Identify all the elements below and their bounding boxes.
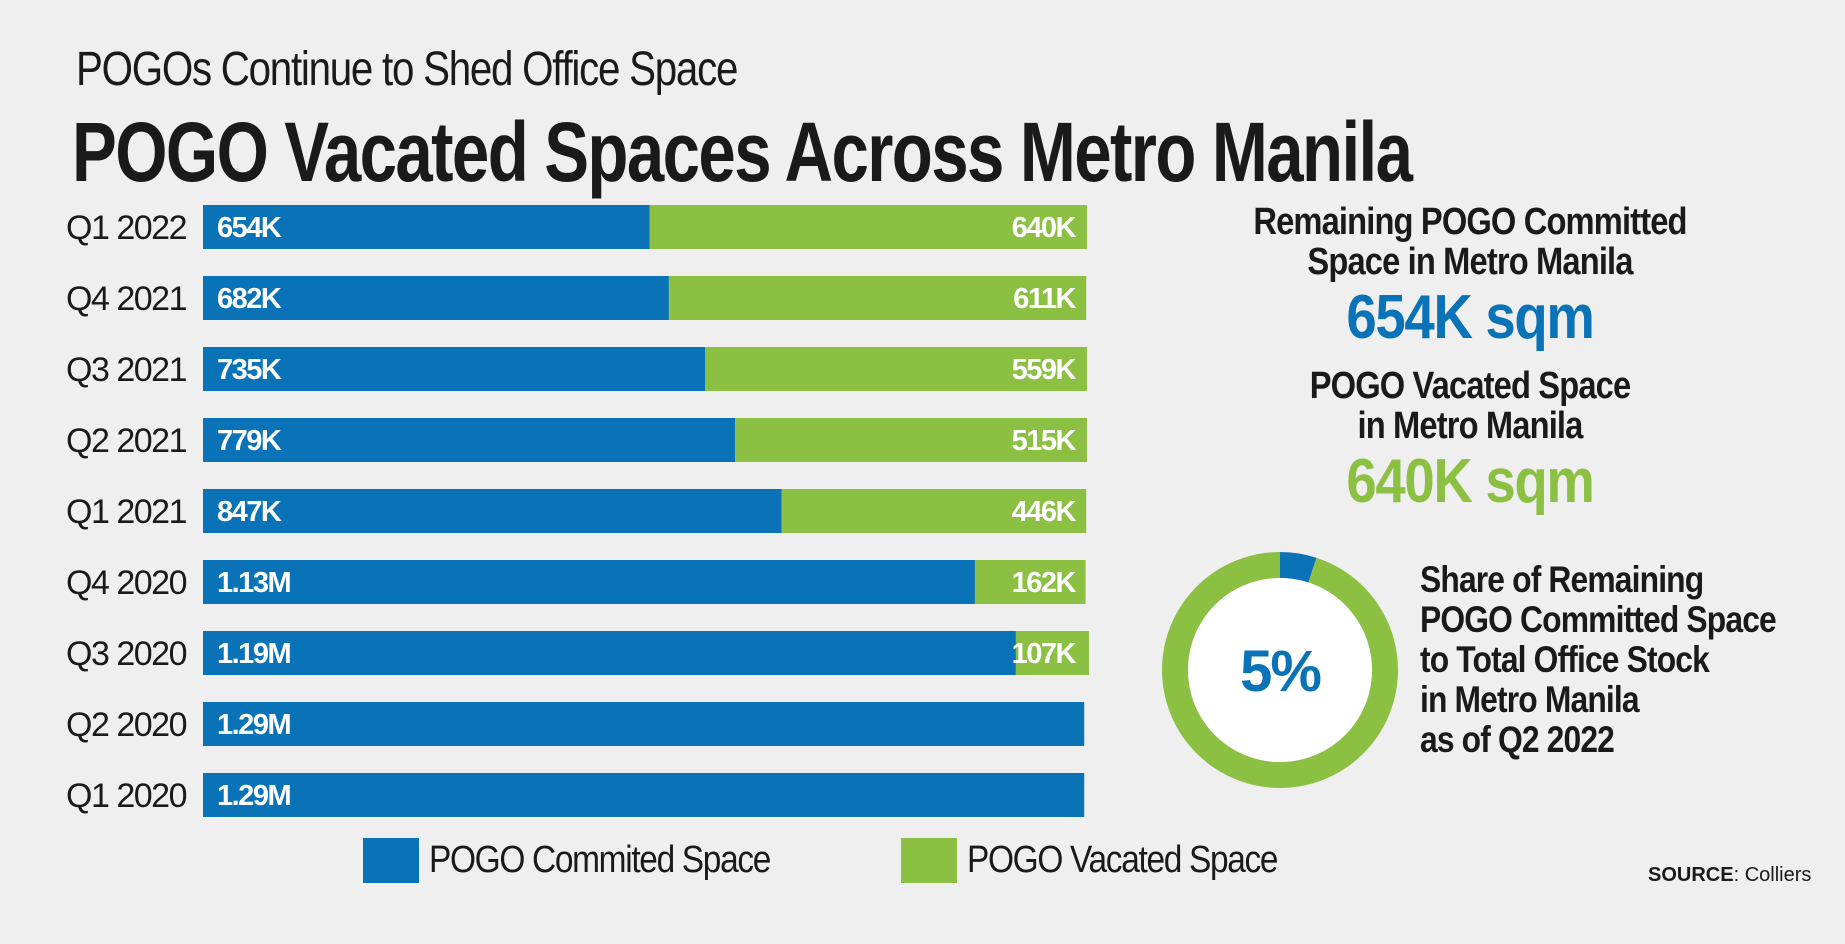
bar-committed: [203, 560, 975, 604]
bar-committed: [203, 347, 706, 391]
share-line-3: to Total Office Stock: [1420, 639, 1710, 680]
bar-committed: [203, 205, 650, 249]
category-label: Q4 2020: [66, 564, 187, 602]
bar-committed: [203, 418, 736, 462]
category-label: Q1 2021: [66, 493, 187, 531]
bar-committed: [203, 276, 669, 320]
stacked-bar-chart: Q1 2022 654K 640K Q4 2021 682K 611K Q3 2021 735…: [66, 205, 1089, 817]
category-label: Q2 2020: [66, 706, 187, 744]
legend-item-committed: POGO Commited Space: [363, 838, 817, 883]
share-line-4: in Metro Manila: [1420, 679, 1640, 720]
share-description: Share of Remaining POGO Committed Space …: [1420, 560, 1840, 760]
donut-hole: [1188, 578, 1372, 762]
value-label-committed: 1.13M: [217, 567, 290, 599]
remaining-heading-line2: Space in Metro Manila: [1307, 241, 1633, 283]
value-label-committed: 1.29M: [217, 780, 290, 812]
chart-subtitle: POGOs Continue to Shed Office Space: [76, 43, 738, 96]
category-label: Q1 2020: [66, 777, 187, 815]
legend-swatch-vacated: [901, 838, 957, 883]
value-label-committed: 682K: [217, 283, 282, 315]
bar-vacated: [974, 560, 1086, 604]
vacated-heading-line2: in Metro Manila: [1357, 405, 1584, 447]
donut-center-label: 5%: [1240, 639, 1321, 704]
vacated-stat: POGO Vacated Space in Metro Manila 640K …: [1170, 366, 1770, 518]
remaining-value: 654K sqm: [1346, 283, 1595, 352]
value-label-vacated: 611K: [1013, 283, 1076, 315]
donut-slice-committed: [1280, 552, 1317, 583]
value-label-vacated: 640K: [1012, 212, 1077, 244]
value-label-committed: 1.29M: [217, 709, 290, 741]
legend-label-committed: POGO Commited Space: [429, 839, 771, 881]
vacated-heading-line1: POGO Vacated Space: [1309, 365, 1631, 407]
value-label-vacated: 515K: [1012, 425, 1077, 457]
legend-item-vacated: POGO Vacated Space: [901, 838, 1320, 883]
share-donut-chart: 5%: [1162, 552, 1398, 788]
category-label: Q2 2021: [66, 422, 187, 460]
bar-committed: [203, 702, 1085, 746]
source-text: : Colliers: [1733, 864, 1812, 886]
value-label-vacated: 446K: [1012, 496, 1077, 528]
value-label-vacated: 107K: [1012, 638, 1077, 670]
value-label-committed: 779K: [217, 425, 282, 457]
share-line-1: Share of Remaining: [1420, 559, 1704, 600]
bar-vacated: [1015, 631, 1089, 675]
chart-title: POGO Vacated Spaces Across Metro Manila: [72, 105, 1413, 199]
source-note: SOURCE: Colliers: [1648, 864, 1811, 887]
share-line-5: as of Q2 2022: [1420, 719, 1615, 760]
bar-vacated: [781, 489, 1087, 533]
value-label-committed: 847K: [217, 496, 282, 528]
legend-swatch-committed: [363, 838, 419, 883]
category-label: Q3 2021: [66, 351, 187, 389]
value-label-vacated: 162K: [1012, 567, 1077, 599]
value-label-committed: 1.19M: [217, 638, 290, 670]
share-line-2: POGO Committed Space: [1420, 599, 1777, 640]
bar-vacated: [649, 205, 1087, 249]
value-label-committed: 654K: [217, 212, 282, 244]
vacated-value: 640K sqm: [1346, 447, 1595, 516]
source-label: SOURCE: [1648, 864, 1734, 886]
category-label: Q1 2022: [66, 209, 187, 247]
value-label-vacated: 559K: [1012, 354, 1077, 386]
bar-vacated: [735, 418, 1087, 462]
bar-committed: [203, 489, 782, 533]
remaining-stat: Remaining POGO Committed Space in Metro …: [1170, 202, 1770, 354]
category-label: Q4 2021: [66, 280, 187, 318]
bar-committed: [203, 773, 1085, 817]
legend-label-vacated: POGO Vacated Space: [967, 839, 1279, 881]
bar-vacated: [668, 276, 1087, 320]
remaining-heading-line1: Remaining POGO Committed: [1253, 201, 1687, 243]
category-label: Q3 2020: [66, 635, 187, 673]
bar-vacated: [705, 347, 1087, 391]
bar-committed: [203, 631, 1016, 675]
value-label-committed: 735K: [217, 354, 282, 386]
